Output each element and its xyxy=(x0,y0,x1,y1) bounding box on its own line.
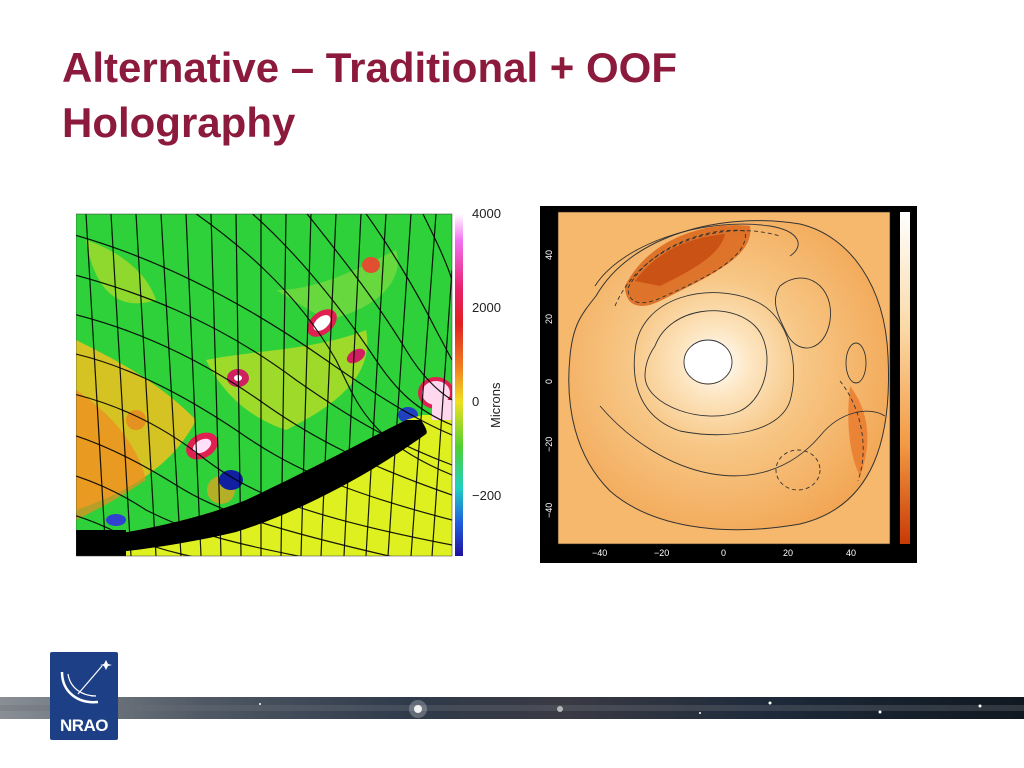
slide-title: Alternative – Traditional + OOF Holograp… xyxy=(62,40,962,150)
x-tick-minus-40: −40 xyxy=(592,548,608,558)
colorbar-tick-4000: 4000 xyxy=(472,206,501,221)
radio-telescope-icon xyxy=(60,660,112,704)
colorbar xyxy=(455,214,463,556)
colorbar-label: Microns xyxy=(488,382,503,428)
surface-error-map: 4000 2000 0 −200 Microns xyxy=(76,206,516,560)
oof-colorbar xyxy=(900,212,910,544)
y-tick-minus-40: −40 xyxy=(544,502,554,518)
colorbar-tick-minus-200: −200 xyxy=(472,488,502,503)
logo-text: NRAO xyxy=(59,716,109,735)
y-tick-20: 20 xyxy=(544,313,554,324)
footer-starfield-band xyxy=(0,697,1024,719)
slide-title-line-1: Alternative – Traditional + OOF xyxy=(62,44,677,91)
colorbar-tick-2000: 2000 xyxy=(472,300,501,315)
y-tick-0: 0 xyxy=(544,378,554,384)
y-tick-40: 40 xyxy=(544,249,554,260)
colorbar-tick-0: 0 xyxy=(472,394,480,409)
x-tick-minus-20: −20 xyxy=(654,548,670,558)
x-tick-20: 20 xyxy=(783,548,794,558)
nrao-logo: NRAO xyxy=(50,652,118,740)
oof-map: −40 −20 0 20 40 40 20 0 −20 −40 xyxy=(540,206,917,563)
oof-map-image xyxy=(557,211,910,545)
x-tick-40: 40 xyxy=(846,548,857,558)
x-tick-0: 0 xyxy=(721,548,727,558)
slide-title-line-2: Holography xyxy=(62,99,296,146)
y-tick-minus-20: −20 xyxy=(544,436,554,452)
surface-error-map-image xyxy=(76,213,463,557)
